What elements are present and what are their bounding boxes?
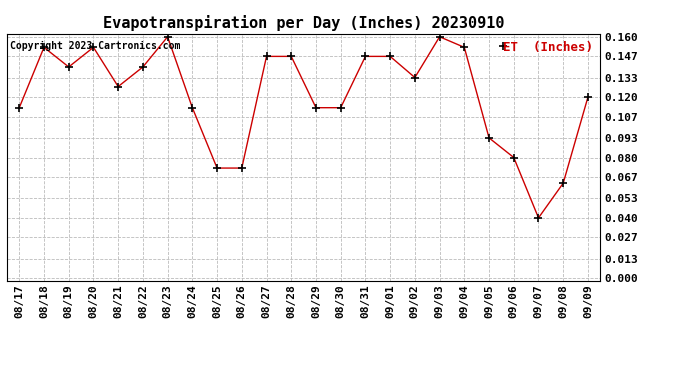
ET  (Inches) — [262, 54, 270, 58]
ET  (Inches) — [237, 166, 246, 170]
ET  (Inches) — [386, 54, 394, 58]
ET  (Inches) — [411, 75, 419, 80]
Title: Evapotranspiration per Day (Inches) 20230910: Evapotranspiration per Day (Inches) 2023… — [103, 15, 504, 31]
Legend: ET  (Inches): ET (Inches) — [504, 41, 593, 54]
ET  (Inches) — [213, 166, 221, 170]
ET  (Inches) — [312, 105, 320, 110]
ET  (Inches) — [460, 45, 469, 50]
ET  (Inches) — [485, 136, 493, 140]
ET  (Inches) — [510, 155, 518, 160]
ET  (Inches) — [65, 65, 73, 69]
ET  (Inches) — [164, 34, 172, 39]
ET  (Inches) — [435, 34, 444, 39]
Line: ET  (Inches): ET (Inches) — [15, 33, 592, 222]
ET  (Inches) — [188, 105, 197, 110]
ET  (Inches) — [559, 181, 567, 185]
ET  (Inches) — [40, 45, 48, 50]
ET  (Inches) — [337, 105, 345, 110]
ET  (Inches) — [15, 105, 23, 110]
ET  (Inches) — [89, 45, 97, 50]
ET  (Inches) — [534, 216, 542, 220]
ET  (Inches) — [287, 54, 295, 58]
ET  (Inches) — [114, 84, 122, 89]
ET  (Inches) — [139, 65, 147, 69]
Text: Copyright 2023 Cartronics.com: Copyright 2023 Cartronics.com — [10, 41, 180, 51]
ET  (Inches) — [584, 95, 592, 99]
ET  (Inches) — [362, 54, 370, 58]
